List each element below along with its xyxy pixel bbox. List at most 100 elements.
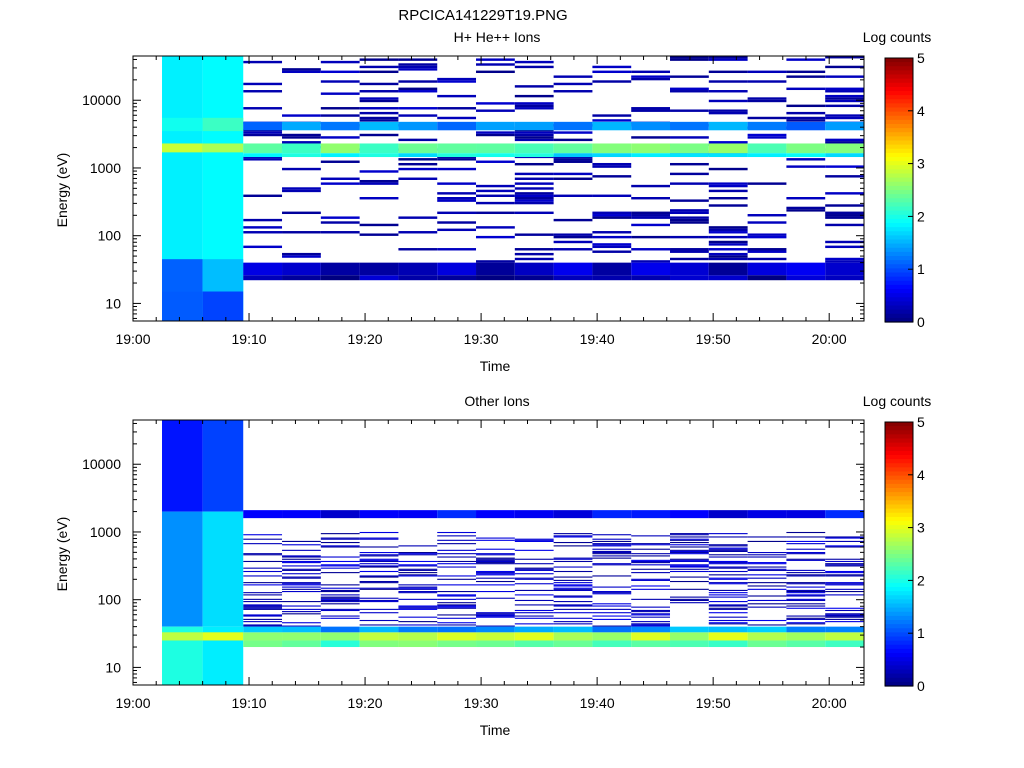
heatmap-cell (359, 70, 399, 74)
heatmap-cell (243, 598, 283, 600)
heatmap-cell (282, 568, 321, 570)
colorbar-segment (885, 426, 913, 431)
heatmap-cell (398, 624, 438, 626)
heatmap-cell (359, 233, 399, 236)
panel-title: H+ He++ Ions (454, 29, 541, 45)
heatmap-cell (786, 582, 826, 584)
heatmap-cell (359, 182, 399, 185)
heatmap-band (631, 626, 671, 633)
heatmap-cell (514, 577, 554, 579)
heatmap-cell (708, 184, 748, 188)
heatmap-cell (825, 114, 864, 117)
colorbar-segment (885, 434, 913, 440)
heatmap-cell (825, 56, 864, 59)
heatmap-band (398, 153, 438, 158)
heatmap-cell (437, 221, 477, 224)
heatmap-cell (320, 533, 360, 535)
heatmap-cell (398, 216, 438, 219)
colorbar-segment (885, 430, 913, 435)
heatmap-cell (786, 548, 826, 550)
heatmap-cell (631, 616, 671, 618)
heatmap-cell (514, 538, 554, 540)
heatmap-band (243, 640, 283, 648)
heatmap-cell (476, 560, 515, 563)
heatmap-band (398, 262, 438, 276)
heatmap-band (282, 632, 321, 641)
y-tick-label: 10000 (82, 92, 121, 108)
heatmap-band (514, 121, 554, 131)
heatmap-cell (398, 598, 438, 600)
heatmap-cell (320, 556, 360, 558)
heatmap-cell (359, 546, 399, 548)
heatmap-band (398, 640, 438, 648)
heatmap-cell (708, 592, 748, 594)
heatmap-cell (747, 577, 787, 579)
heatmap-cell (282, 577, 321, 579)
heatmap-cell (437, 606, 477, 608)
heatmap-cell (747, 80, 787, 83)
heatmap-band (359, 262, 399, 276)
heatmap-cell (825, 175, 864, 178)
heatmap-band (670, 262, 709, 276)
heatmap-cell (514, 612, 554, 614)
heatmap-cell (631, 77, 671, 81)
heatmap-cell (825, 165, 864, 168)
heatmap-cell (670, 209, 709, 212)
heatmap-cell (243, 614, 283, 616)
heatmap-cell (514, 65, 554, 69)
heatmap-cell (476, 580, 515, 583)
heatmap-cell (670, 75, 709, 78)
heatmap-cell (282, 613, 321, 615)
heatmap-cell (398, 592, 438, 594)
colorbar-tick-label: 0 (917, 314, 925, 330)
heatmap-cell (437, 543, 477, 545)
colorbar-segment (885, 570, 913, 576)
heatmap-cell (282, 555, 321, 557)
heatmap-cell (476, 537, 515, 539)
heatmap-cell (708, 536, 748, 538)
heatmap-band (243, 262, 283, 276)
heatmap-band (282, 626, 321, 633)
heatmap-cell (553, 131, 593, 134)
heatmap-cell (398, 575, 438, 577)
heatmap-cell (359, 58, 399, 61)
heatmap-cell (476, 613, 515, 615)
x-tick-label: 19:40 (580, 695, 615, 711)
heatmap-cell (476, 160, 515, 163)
heatmap-cell (437, 604, 477, 606)
heatmap-cell (476, 572, 515, 574)
heatmap-cell (708, 604, 748, 606)
heatmap-cell (553, 235, 593, 239)
heatmap-cell (359, 97, 399, 100)
colorbar-segment (885, 82, 913, 88)
heatmap-cell (631, 572, 671, 574)
heatmap-cell (398, 565, 438, 567)
heatmap-cell (708, 547, 748, 549)
heatmap-cell (825, 75, 864, 78)
heatmap-cell (282, 611, 321, 613)
heatmap-band (553, 626, 593, 633)
heatmap-cell (592, 557, 632, 559)
heatmap-cell (631, 624, 671, 626)
heatmap-cell (320, 603, 360, 605)
colorbar-segment (885, 558, 913, 563)
heatmap-cell (786, 116, 826, 120)
heatmap-cell (437, 622, 477, 624)
heatmap-cell (670, 546, 709, 548)
colorbar-segment (885, 95, 913, 100)
colorbar-segment (885, 239, 913, 245)
colorbar-tick-label: 2 (917, 208, 925, 224)
colorbar-segment (885, 657, 913, 662)
heatmap-cell (786, 599, 826, 602)
colorbar-segment (885, 624, 913, 629)
heatmap-cell (553, 576, 593, 578)
heatmap-cell (708, 556, 748, 558)
heatmap-band (476, 153, 515, 158)
colorbar-segment (885, 268, 913, 274)
heatmap-band (631, 632, 671, 641)
heatmap-cell (514, 615, 554, 617)
heatmap-cell (708, 257, 748, 261)
heatmap-cell (553, 172, 593, 176)
heatmap-cell (708, 235, 748, 239)
heatmap-cell (514, 211, 554, 215)
